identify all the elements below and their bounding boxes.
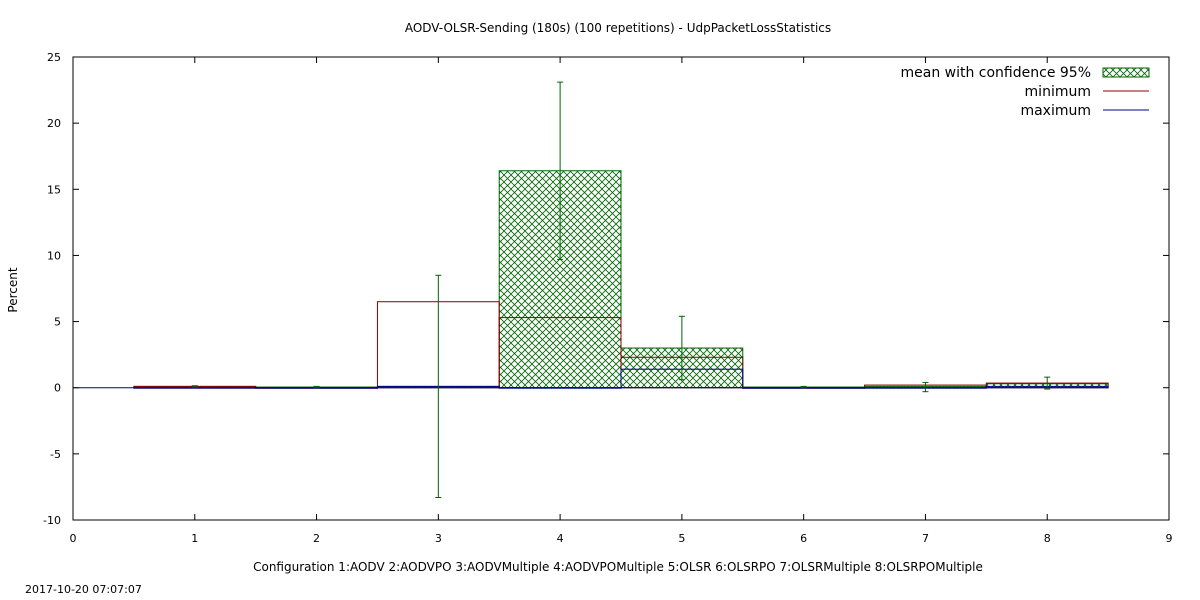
x-tick-label: 4 — [557, 532, 564, 545]
y-tick-label: 5 — [54, 316, 61, 329]
x-tick-label: 8 — [1044, 532, 1051, 545]
footer-timestamp: 2017-10-20 07:07:07 — [25, 583, 142, 596]
chart-title: AODV-OLSR-Sending (180s) (100 repetition… — [405, 21, 831, 35]
y-tick-label: -10 — [43, 514, 61, 527]
error-bars — [191, 81, 1051, 499]
legend-label: maximum — [1020, 103, 1091, 119]
y-tick-label: 25 — [47, 51, 61, 64]
y-tick-label: 15 — [47, 183, 61, 196]
y-tick-label: 20 — [47, 117, 61, 130]
x-tick-label: 6 — [800, 532, 807, 545]
x-axis-label: Configuration 1:AODV 2:AODVPO 3:AODVMult… — [253, 560, 983, 574]
x-tick-label: 2 — [313, 532, 320, 545]
y-tick-label: 10 — [47, 249, 61, 262]
maximum-bar — [498, 387, 622, 389]
y-tick-label: -5 — [50, 448, 61, 461]
x-tick-label: 7 — [922, 532, 929, 545]
legend-swatch-mean — [1102, 67, 1150, 78]
y-axis-label: Percent — [6, 267, 20, 312]
maximum-bar — [133, 387, 257, 389]
legend-label: minimum — [1025, 84, 1091, 100]
x-tick-label: 1 — [191, 532, 198, 545]
y-tick-label: 0 — [54, 382, 61, 395]
plot-frame — [72, 56, 1170, 521]
legend: mean with confidence 95% minimum maximum — [900, 65, 1150, 119]
x-tick-label: 5 — [678, 532, 685, 545]
legend-label: mean with confidence 95% — [900, 65, 1091, 81]
x-tick-label: 9 — [1166, 532, 1173, 545]
x-tick-label: 0 — [70, 532, 77, 545]
x-tick-label: 3 — [435, 532, 442, 545]
